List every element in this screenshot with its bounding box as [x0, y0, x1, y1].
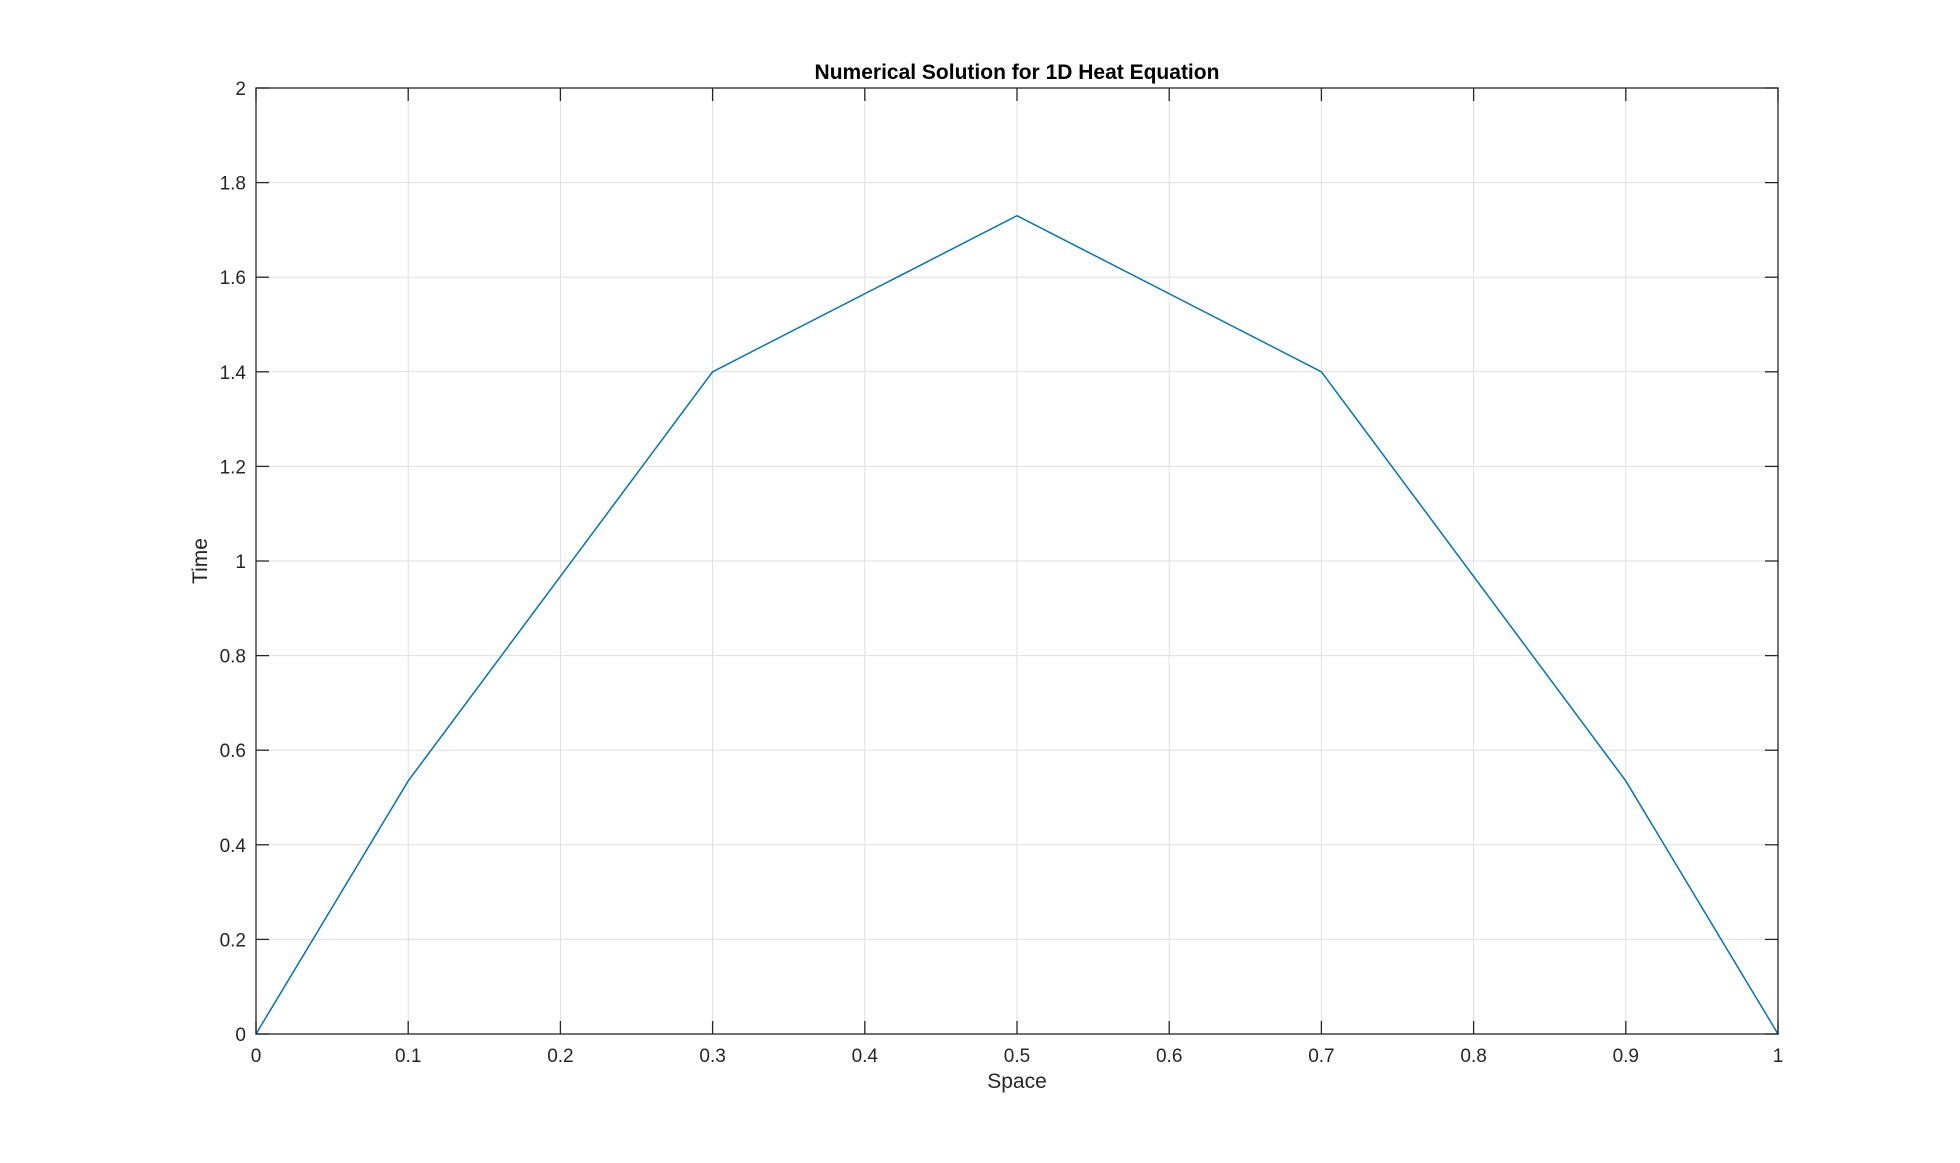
y-tick-label: 2 [235, 79, 246, 100]
y-tick-label: 1.6 [220, 268, 246, 289]
y-tick-label: 0 [235, 1025, 246, 1046]
x-tick-label: 0.2 [547, 1046, 573, 1067]
y-tick-label: 0.8 [220, 647, 246, 668]
y-tick-label: 0.6 [220, 741, 246, 762]
y-tick-label: 1.8 [220, 174, 246, 195]
series-line [255, 214, 1779, 1035]
x-axis-label: Space [987, 1070, 1047, 1093]
chart-title: Numerical Solution for 1D Heat Equation [815, 61, 1220, 84]
y-tick-label: 1.2 [220, 457, 246, 478]
x-tick-label: 0.4 [852, 1046, 879, 1067]
x-tick-label: 0.9 [1613, 1046, 1639, 1067]
x-tick-label: 0.7 [1308, 1046, 1334, 1067]
y-tick-labels: 0 0.2 0.4 0.6 0.8 1 1.2 1.4 1.6 1.8 2 [220, 79, 247, 1046]
y-tick-label: 0.2 [220, 930, 246, 951]
y-tick-label: 1.4 [220, 363, 247, 384]
y-tick-label: 0.4 [220, 836, 247, 857]
x-tick-label: 0.8 [1460, 1046, 1486, 1067]
x-tick-label: 0.1 [395, 1046, 421, 1067]
ticks [255, 87, 1779, 1035]
x-tick-label: 1 [1773, 1046, 1784, 1067]
x-tick-label: 0.5 [1004, 1046, 1030, 1067]
series-layer [255, 214, 1779, 1035]
x-tick-label: 0.3 [699, 1046, 725, 1067]
y-tick-label: 1 [235, 552, 246, 573]
x-tick-labels: 0 0.1 0.2 0.3 0.4 0.5 0.6 0.7 0.8 0.9 1 [251, 1046, 1784, 1067]
x-tick-label: 0 [251, 1046, 262, 1067]
x-tick-label: 0.6 [1156, 1046, 1182, 1067]
y-axis-label: Time [189, 538, 212, 584]
